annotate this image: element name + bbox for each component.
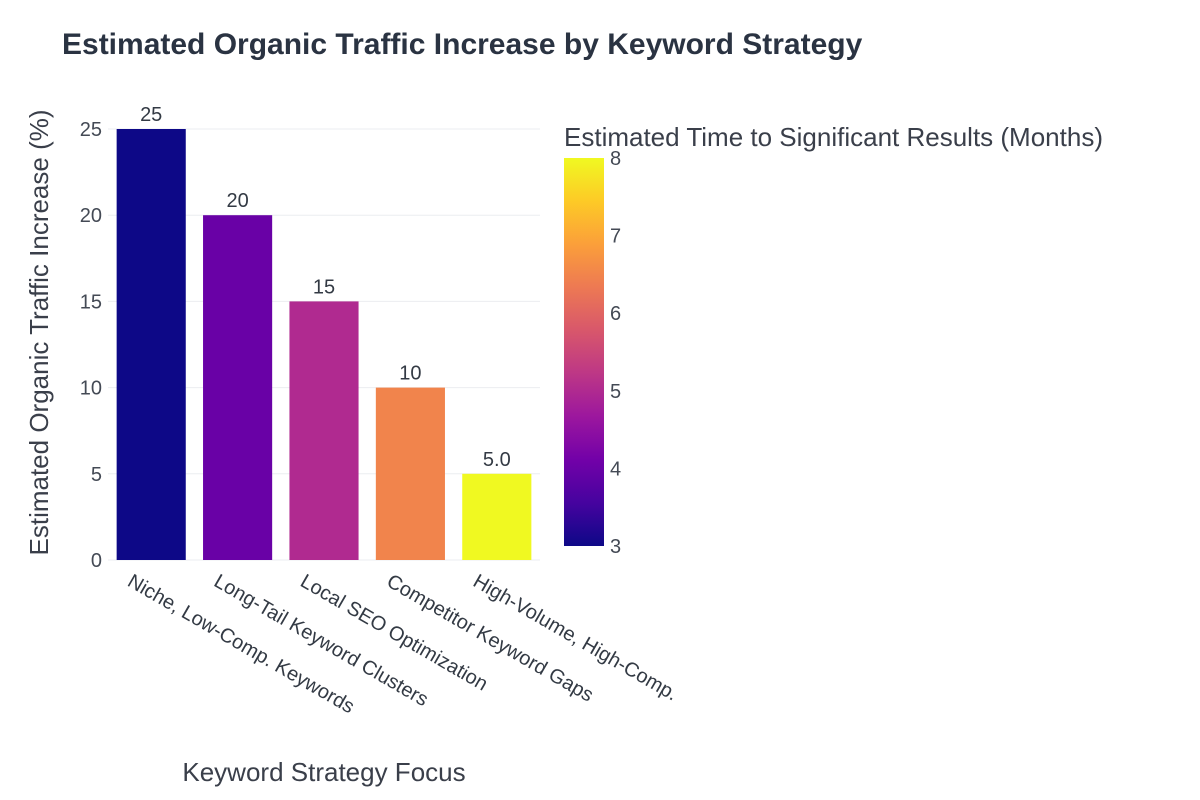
colorbar-tick-label: 8 xyxy=(610,148,621,170)
data-label: 5.0 xyxy=(483,449,511,471)
data-label: 20 xyxy=(226,190,248,212)
colorbar-tick-label: 6 xyxy=(610,303,621,325)
bar xyxy=(375,387,445,560)
y-axis-ticks: 0 5 10 15 20 25 xyxy=(80,119,102,572)
data-label: 10 xyxy=(399,363,421,385)
chart-title: Estimated Organic Traffic Increase by Ke… xyxy=(62,28,863,61)
colorbar-tick-label: 5 xyxy=(610,381,621,403)
data-label: 25 xyxy=(140,104,162,126)
bar xyxy=(462,473,532,560)
bars xyxy=(116,129,532,560)
bar xyxy=(116,129,186,560)
colorbar-title: Estimated Time to Significant Results (M… xyxy=(564,122,1103,152)
y-tick-label: 10 xyxy=(80,378,102,400)
y-tick-label: 5 xyxy=(91,464,102,486)
colorbar-gradient xyxy=(564,158,604,546)
colorbar-tick-label: 4 xyxy=(610,458,621,480)
y-axis-title: Estimated Organic Traffic Increase (%) xyxy=(24,109,54,555)
bar xyxy=(203,215,273,560)
y-tick-label: 0 xyxy=(91,550,102,572)
colorbar-ticks: 3 4 5 6 7 8 xyxy=(610,148,621,558)
data-labels: 25 20 15 10 5.0 xyxy=(140,104,511,471)
bar xyxy=(289,301,359,560)
y-tick-label: 15 xyxy=(80,291,102,313)
colorbar: Estimated Time to Significant Results (M… xyxy=(564,122,1103,558)
y-tick-label: 20 xyxy=(80,205,102,227)
y-tick-label: 25 xyxy=(80,119,102,141)
x-axis-title: Keyword Strategy Focus xyxy=(182,757,465,787)
data-label: 15 xyxy=(313,276,335,298)
colorbar-tick-label: 7 xyxy=(610,226,621,248)
colorbar-tick-label: 3 xyxy=(610,536,621,558)
